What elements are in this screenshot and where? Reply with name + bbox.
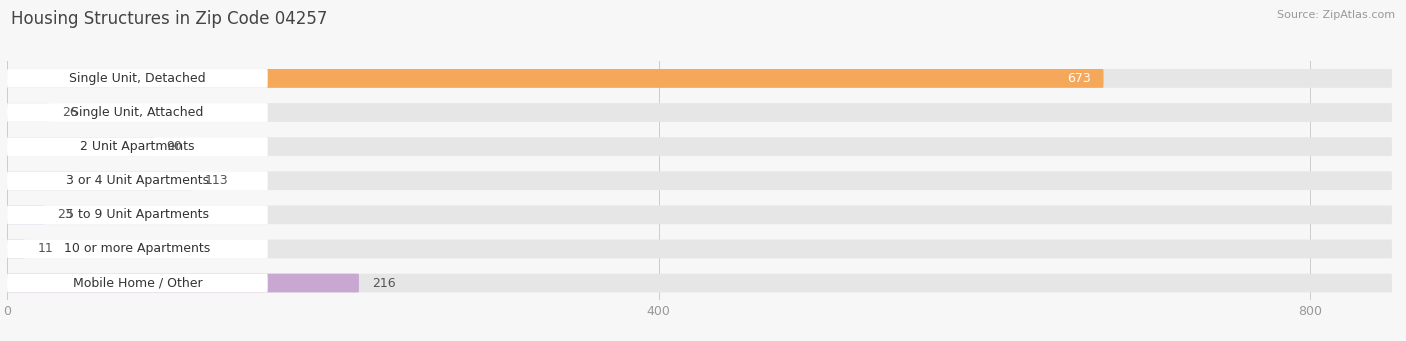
FancyBboxPatch shape — [7, 69, 267, 88]
Text: 90: 90 — [167, 140, 183, 153]
Text: Housing Structures in Zip Code 04257: Housing Structures in Zip Code 04257 — [11, 10, 328, 28]
FancyBboxPatch shape — [7, 137, 153, 156]
Text: Single Unit, Attached: Single Unit, Attached — [72, 106, 204, 119]
FancyBboxPatch shape — [7, 103, 267, 122]
FancyBboxPatch shape — [7, 103, 49, 122]
Text: 26: 26 — [62, 106, 79, 119]
FancyBboxPatch shape — [7, 273, 267, 292]
FancyBboxPatch shape — [7, 205, 1392, 224]
FancyBboxPatch shape — [7, 69, 1392, 88]
FancyBboxPatch shape — [7, 273, 1392, 292]
FancyBboxPatch shape — [7, 273, 359, 292]
FancyBboxPatch shape — [7, 205, 45, 224]
FancyBboxPatch shape — [7, 172, 1392, 190]
FancyBboxPatch shape — [7, 103, 1392, 122]
FancyBboxPatch shape — [7, 239, 1392, 258]
FancyBboxPatch shape — [7, 137, 267, 156]
FancyBboxPatch shape — [7, 205, 267, 224]
Text: 10 or more Apartments: 10 or more Apartments — [65, 242, 211, 255]
FancyBboxPatch shape — [7, 172, 267, 190]
Text: 216: 216 — [373, 277, 395, 290]
FancyBboxPatch shape — [7, 137, 1392, 156]
Text: Source: ZipAtlas.com: Source: ZipAtlas.com — [1277, 10, 1395, 20]
Text: 113: 113 — [204, 174, 228, 187]
FancyBboxPatch shape — [7, 172, 191, 190]
Text: 2 Unit Apartments: 2 Unit Apartments — [80, 140, 194, 153]
Text: 3 or 4 Unit Apartments: 3 or 4 Unit Apartments — [66, 174, 209, 187]
Text: 673: 673 — [1067, 72, 1091, 85]
Text: Single Unit, Detached: Single Unit, Detached — [69, 72, 205, 85]
FancyBboxPatch shape — [7, 239, 25, 258]
Text: Mobile Home / Other: Mobile Home / Other — [73, 277, 202, 290]
Text: 11: 11 — [38, 242, 53, 255]
FancyBboxPatch shape — [7, 239, 267, 258]
Text: 5 to 9 Unit Apartments: 5 to 9 Unit Apartments — [66, 208, 209, 221]
FancyBboxPatch shape — [7, 69, 1104, 88]
Text: 23: 23 — [58, 208, 73, 221]
